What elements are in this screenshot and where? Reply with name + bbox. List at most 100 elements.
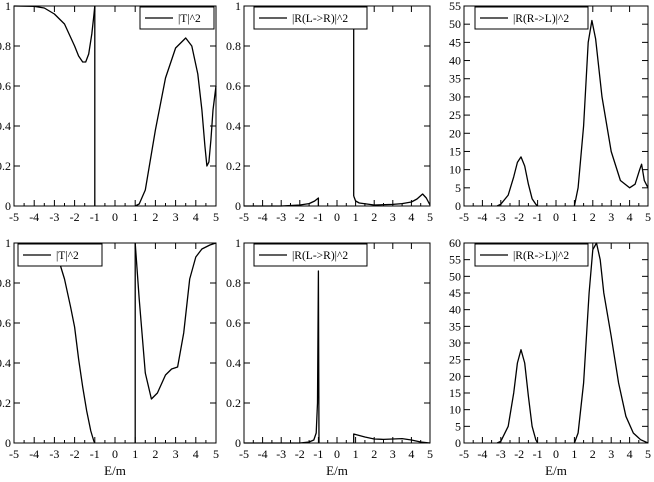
y-tick-label: 0.8 <box>0 39 11 53</box>
x-tick-label: 1 <box>353 447 359 461</box>
x-tick-label: -5 <box>459 210 469 224</box>
y-tick-label: 0.6 <box>0 79 11 93</box>
y-tick-label: 45 <box>449 286 461 300</box>
x-tick-label: 5 <box>213 210 219 224</box>
plot-frame <box>243 5 431 207</box>
y-tick-label: 15 <box>449 386 461 400</box>
x-axis-label: E/m <box>326 463 348 478</box>
y-tick-label: 0 <box>455 436 461 450</box>
y-tick-label: 5 <box>455 181 461 195</box>
x-tick-label: 0 <box>334 447 340 461</box>
y-tick-label: 20 <box>449 126 461 140</box>
legend-box <box>253 243 368 267</box>
panel-3: -5 -4 -3 -2 -1 0 1 2 3 4 50510152025303540455055|R… <box>449 0 651 224</box>
panel-5: -5 -4 -3 -2 -1 0 1 2 3 4 500.20.40.60.81|R(L->R)|^… <box>226 236 433 478</box>
y-tick-label: 0.2 <box>0 159 11 173</box>
plot-frame <box>13 5 217 207</box>
x-tick-label: 1 <box>571 210 577 224</box>
y-tick-label: 0.6 <box>226 316 241 330</box>
y-tick-label: 10 <box>449 403 461 417</box>
plot-frame <box>243 242 431 444</box>
x-tick-label: -1 <box>90 210 100 224</box>
y-tick-label: 0 <box>5 436 11 450</box>
x-tick-label: 1 <box>132 447 138 461</box>
y-tick-label: 25 <box>449 108 461 122</box>
x-tick-label: -1 <box>533 447 543 461</box>
y-tick-label: 55 <box>449 0 461 13</box>
series-line <box>53 242 96 444</box>
x-axis-label: E/m <box>545 463 567 478</box>
x-tick-label: -5 <box>9 210 19 224</box>
x-tick-label: -1 <box>90 447 100 461</box>
y-tick-label: 1 <box>235 0 241 13</box>
y-tick-label: 25 <box>449 353 461 367</box>
x-tick-label: -3 <box>49 210 59 224</box>
x-tick-label: 3 <box>173 447 179 461</box>
y-tick-label: 55 <box>449 253 461 267</box>
x-tick-label: -3 <box>276 447 286 461</box>
y-tick-label: 30 <box>449 336 461 350</box>
x-tick-label: -1 <box>313 447 323 461</box>
y-tick-label: 35 <box>449 319 461 333</box>
legend-label: |R(L->R)|^2 <box>292 250 348 262</box>
x-tick-label: 2 <box>152 447 158 461</box>
panel-6: -5 -4 -3 -2 -1 0 1 2 3 4 5051015202530354045505560… <box>449 236 651 478</box>
panel-2: -5 -4 -3 -2 -1 0 1 2 3 4 500.20.40.60.81|R(L->R)|^… <box>226 0 433 224</box>
series-line <box>496 156 539 207</box>
x-tick-label: -5 <box>239 210 249 224</box>
x-tick-label: 1 <box>132 210 138 224</box>
series-line <box>13 5 96 63</box>
y-tick-label: 50 <box>449 17 461 31</box>
x-tick-label: -2 <box>295 210 305 224</box>
x-tick-label: -4 <box>477 210 487 224</box>
y-tick-label: 40 <box>449 54 461 68</box>
x-tick-label: 3 <box>390 210 396 224</box>
x-tick-label: 3 <box>608 447 614 461</box>
series-line <box>496 349 539 444</box>
y-tick-label: 0.6 <box>0 316 11 330</box>
y-tick-label: 0.4 <box>226 119 241 133</box>
series-line <box>244 197 320 207</box>
y-tick-label: 0.6 <box>226 79 241 93</box>
series-line <box>134 37 217 207</box>
x-tick-label: 4 <box>408 447 414 461</box>
y-tick-label: 0.4 <box>0 119 11 133</box>
x-tick-label: 4 <box>627 447 633 461</box>
y-tick-label: 30 <box>449 90 461 104</box>
x-tick-label: -2 <box>70 447 80 461</box>
x-tick-label: -2 <box>514 447 524 461</box>
x-tick-label: 5 <box>645 447 651 461</box>
legend-box <box>474 243 589 267</box>
x-tick-label: 4 <box>408 210 414 224</box>
x-tick-label: 2 <box>590 447 596 461</box>
legend-label: |R(R->L)|^2 <box>513 13 569 25</box>
x-tick-label: -3 <box>49 447 59 461</box>
x-tick-label: -3 <box>496 447 506 461</box>
x-tick-label: 2 <box>371 210 377 224</box>
x-tick-label: -4 <box>258 210 268 224</box>
y-tick-label: 0.2 <box>0 396 11 410</box>
y-tick-label: 1 <box>5 0 11 13</box>
x-tick-label: 1 <box>353 210 359 224</box>
plot-frame <box>463 242 649 444</box>
x-tick-label: -4 <box>258 447 268 461</box>
legend-label: |R(R->L)|^2 <box>513 250 569 262</box>
x-tick-label: 4 <box>193 210 199 224</box>
y-tick-label: 20 <box>449 369 461 383</box>
plot-frame <box>13 242 217 444</box>
x-tick-label: 0 <box>553 210 559 224</box>
x-tick-label: 0 <box>112 210 118 224</box>
x-tick-label: -4 <box>29 447 39 461</box>
y-tick-label: 0 <box>5 199 11 213</box>
y-tick-label: 0 <box>235 199 241 213</box>
x-tick-label: -1 <box>313 210 323 224</box>
x-tick-label: -5 <box>459 447 469 461</box>
series-line <box>244 270 320 444</box>
x-tick-label: 4 <box>627 210 633 224</box>
x-tick-label: 3 <box>608 210 614 224</box>
y-tick-label: 0.2 <box>226 396 241 410</box>
x-tick-label: 4 <box>193 447 199 461</box>
y-tick-label: 0 <box>455 199 461 213</box>
